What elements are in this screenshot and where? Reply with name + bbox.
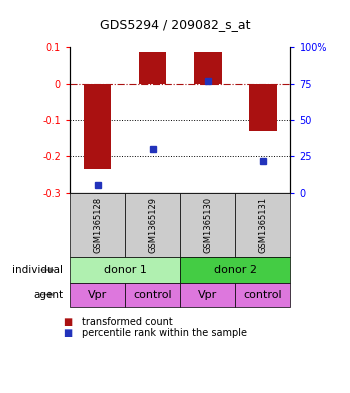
Text: transformed count: transformed count <box>82 317 173 327</box>
Text: individual: individual <box>12 265 63 275</box>
Text: GDS5294 / 209082_s_at: GDS5294 / 209082_s_at <box>100 18 250 31</box>
Text: GSM1365131: GSM1365131 <box>258 197 267 253</box>
Text: GSM1365130: GSM1365130 <box>203 197 212 253</box>
Text: Vpr: Vpr <box>88 290 107 300</box>
Text: agent: agent <box>33 290 63 300</box>
Bar <box>194 51 222 84</box>
Text: ■: ■ <box>63 328 72 338</box>
Text: GSM1365129: GSM1365129 <box>148 197 157 253</box>
Text: ■: ■ <box>63 317 72 327</box>
Text: GSM1365128: GSM1365128 <box>93 197 102 253</box>
Text: donor 1: donor 1 <box>104 265 147 275</box>
Bar <box>249 84 277 131</box>
Text: control: control <box>133 290 172 300</box>
Bar <box>139 51 167 84</box>
Text: Vpr: Vpr <box>198 290 217 300</box>
Text: percentile rank within the sample: percentile rank within the sample <box>82 328 247 338</box>
Text: control: control <box>244 290 282 300</box>
Bar <box>84 84 111 169</box>
Text: donor 2: donor 2 <box>214 265 257 275</box>
